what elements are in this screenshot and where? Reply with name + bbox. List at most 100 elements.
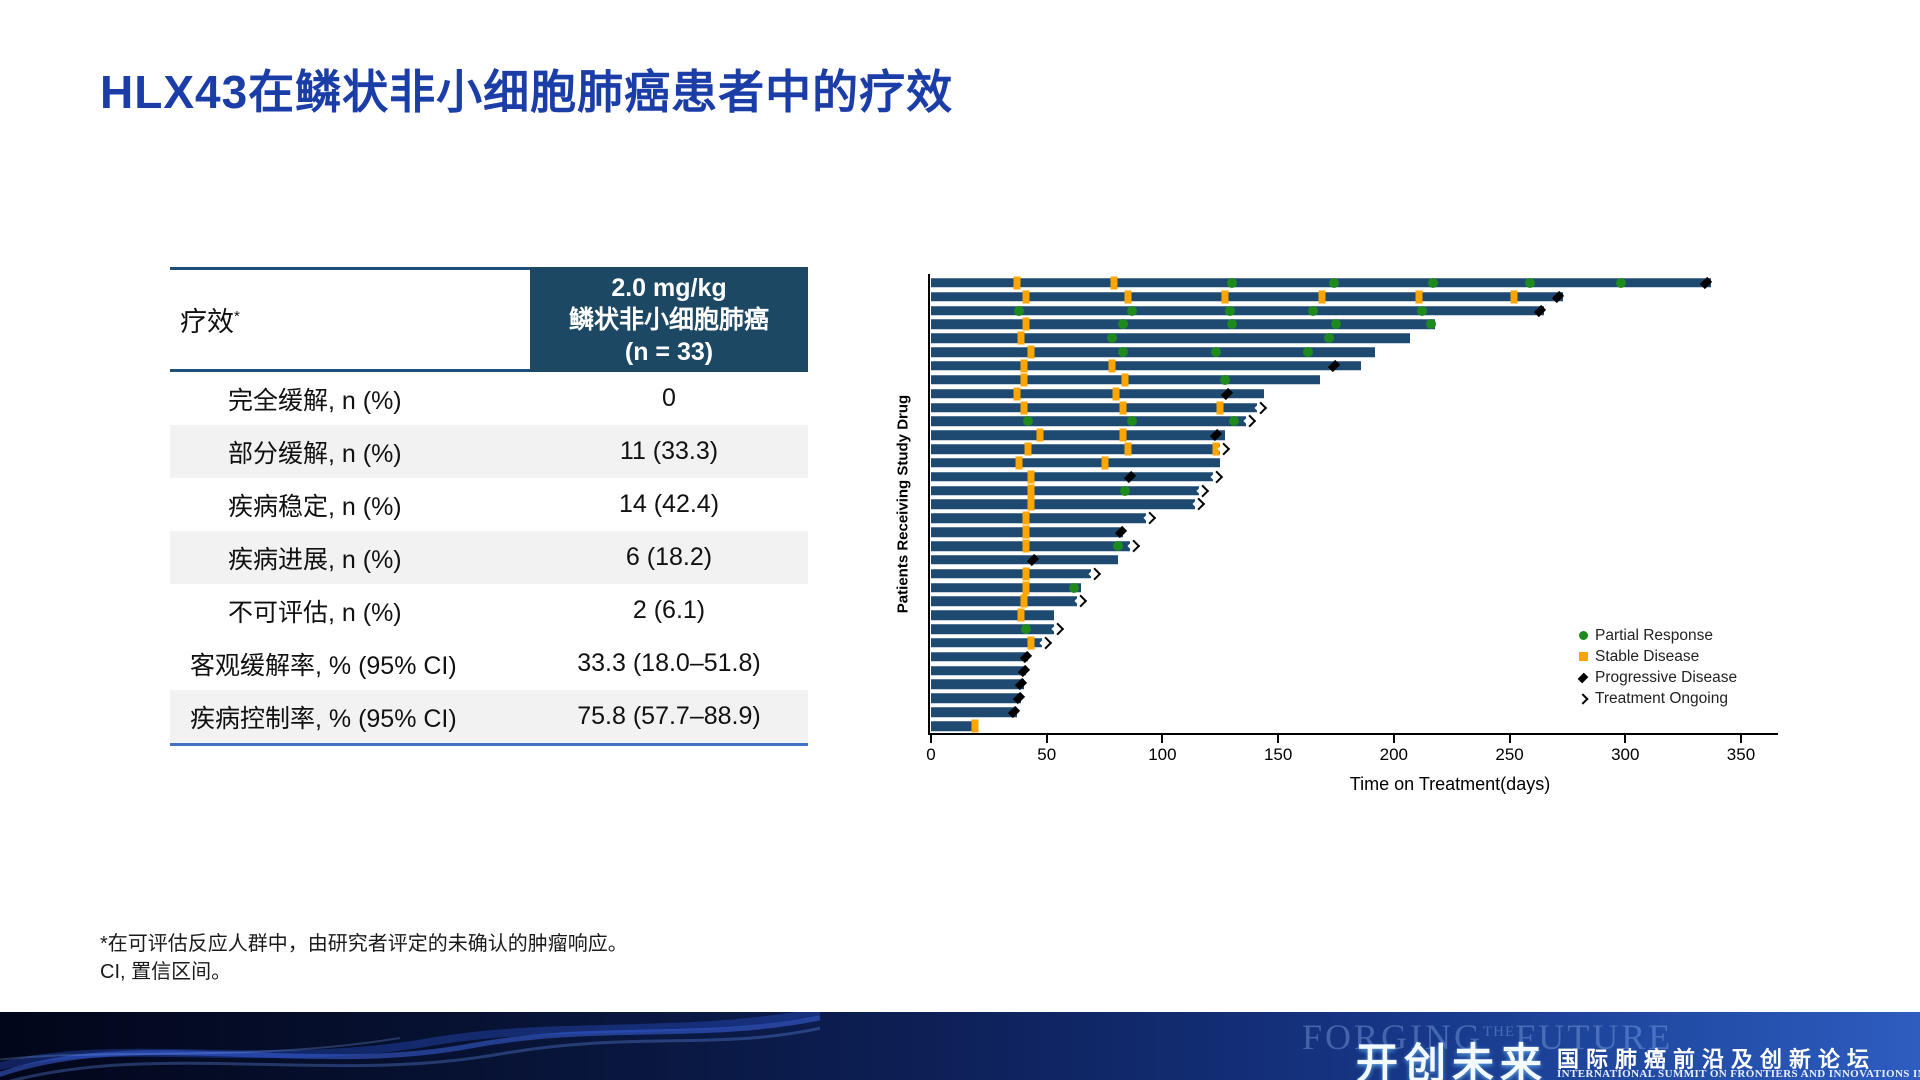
- stable-disease-marker: [1112, 387, 1120, 401]
- table-header-dose-group: 2.0 mg/kg 鳞状非小细胞肺癌 (n = 33): [530, 267, 808, 372]
- forging-the-future-watermark: FORGINGTHEFUTURE: [1302, 1017, 1674, 1057]
- stable-disease-marker: [1022, 317, 1030, 331]
- treatment-duration-bar: [931, 679, 1024, 690]
- footnotes: *在可评估反应人群中，由研究者评定的未确认的肿瘤响应。 CI, 置信区间。: [100, 930, 628, 986]
- stable-disease-marker: [1022, 581, 1030, 595]
- stable-disease-marker: [1216, 401, 1224, 415]
- row-label: 不可评估, n (%): [228, 598, 402, 627]
- x-axis-tick-label: 150: [1263, 745, 1293, 764]
- row-label: 客观缓解率, % (95% CI): [190, 651, 457, 680]
- x-axis-tick-label: 350: [1726, 745, 1756, 764]
- partial-response-marker: [1120, 485, 1131, 496]
- patient-bar-row: [931, 691, 1778, 705]
- treatment-duration-bar: [931, 416, 1246, 427]
- table-header-row: 疗效* 2.0 mg/kg 鳞状非小细胞肺癌 (n = 33): [170, 267, 808, 372]
- legend-item-treatment-ongoing: Treatment Ongoing: [1576, 688, 1737, 709]
- summit-name-english: INTERNATIONAL SUMMIT ON FRONTIERS AND IN…: [1557, 1068, 1920, 1080]
- stable-disease-marker: [1022, 567, 1030, 581]
- x-axis-tick: [930, 735, 932, 743]
- stable-disease-marker: [1121, 373, 1129, 387]
- summit-name-chinese: 国际肺癌前沿及创新论坛: [1557, 1047, 1877, 1072]
- legend-item-progressive-disease: Progressive Disease: [1576, 667, 1737, 688]
- treatment-duration-bar: [931, 610, 1054, 620]
- table-row: 完全缓解, n (%) 0: [170, 372, 808, 425]
- partial-response-marker: [1118, 319, 1129, 330]
- x-axis-line: [928, 733, 1778, 735]
- table-row: 疾病控制率, % (95% CI) 75.8 (57.7–88.9): [170, 690, 808, 746]
- x-axis-tick: [1277, 735, 1280, 743]
- partial-response-marker: [1013, 305, 1024, 316]
- row-label: 疾病稳定, n (%): [228, 492, 402, 521]
- stable-disease-marker: [1024, 442, 1032, 456]
- patient-bar-row: [931, 345, 1778, 359]
- partial-response-marker: [1303, 347, 1314, 358]
- y-axis-label: Patients Receiving Study Drug: [894, 394, 912, 614]
- row-value: 14 (42.4): [618, 490, 720, 518]
- stable-disease-marker: [1022, 290, 1030, 304]
- partial-response-marker: [1226, 277, 1237, 288]
- patient-bar-row: [931, 304, 1778, 318]
- stable-disease-marker: [1108, 359, 1115, 373]
- stable-disease-marker: [1027, 484, 1034, 498]
- stable-disease-marker: [1119, 401, 1127, 415]
- treatment-ongoing-icon: [1576, 692, 1590, 705]
- footnote-line: *在可评估反应人群中，由研究者评定的未确认的肿瘤响应。: [100, 933, 628, 955]
- treatment-duration-bar: [931, 347, 1376, 357]
- footnote-marker: *: [234, 308, 240, 325]
- patient-bar-row: [931, 456, 1778, 470]
- patient-bar-row: [931, 622, 1778, 636]
- partial-response-marker: [1106, 333, 1117, 344]
- efficacy-table: 疗效* 2.0 mg/kg 鳞状非小细胞肺癌 (n = 33) 完全缓解, n …: [170, 267, 808, 746]
- partial-response-marker: [1525, 277, 1536, 288]
- stable-disease-marker: [1124, 442, 1132, 456]
- patient-bar-row: [931, 678, 1778, 692]
- patient-bar-row: [931, 567, 1778, 581]
- treatment-duration-bar: [931, 596, 1077, 607]
- patient-bar-row: [931, 387, 1778, 401]
- stable-disease-marker: [1415, 290, 1423, 304]
- stable-disease-marker: [1119, 428, 1127, 442]
- treatment-duration-bar: [931, 582, 1082, 593]
- patient-bar-row: [931, 636, 1778, 650]
- row-value: 75.8 (57.7–88.9): [577, 702, 761, 730]
- wave-decoration: [0, 1012, 820, 1080]
- row-value: 2 (6.1): [632, 596, 706, 624]
- partial-response-marker: [1127, 416, 1138, 427]
- patient-bar-row: [931, 719, 1778, 733]
- patient-bar-row: [931, 553, 1778, 567]
- patient-bar-row: [931, 484, 1778, 498]
- stable-disease-marker: [1110, 276, 1118, 290]
- treatment-duration-bar: [931, 305, 1545, 316]
- treatment-duration-bar: [931, 361, 1362, 371]
- patient-bar-row: [931, 497, 1778, 512]
- page-title: HLX43在鳞状非小细胞肺癌患者中的疗效: [100, 66, 954, 118]
- patient-bar-row: [931, 331, 1778, 345]
- treatment-duration-bar: [931, 624, 1054, 634]
- table-row: 疾病稳定, n (%) 14 (42.4): [170, 478, 808, 531]
- y-axis-line: [928, 274, 930, 735]
- treatment-duration-bar: [931, 485, 1200, 496]
- partial-response-marker: [1224, 305, 1235, 316]
- partial-response-marker: [1210, 347, 1221, 358]
- partial-response-marker: [1330, 319, 1341, 330]
- stable-disease-marker: [1020, 401, 1028, 415]
- stable-disease-marker: [1020, 594, 1028, 608]
- treatment-duration-bar: [931, 707, 1017, 717]
- x-axis-tick-label: 300: [1611, 745, 1640, 764]
- treatment-duration-bar: [931, 555, 1119, 565]
- row-label: 完全缓解, n (%): [228, 386, 402, 415]
- partial-response-marker: [1229, 416, 1240, 427]
- patient-bar-row: [931, 373, 1778, 387]
- x-axis-tick: [1508, 735, 1511, 743]
- treatment-duration-bar: [931, 652, 1029, 662]
- patient-bar-row: [931, 608, 1778, 622]
- partial-response-marker: [1324, 333, 1335, 344]
- stable-disease-marker: [1101, 456, 1109, 470]
- row-label: 部分缓解, n (%): [228, 439, 402, 468]
- treatment-duration-bar: [931, 541, 1131, 551]
- treatment-duration-bar: [931, 721, 978, 731]
- patient-bar-row: [931, 539, 1778, 553]
- footer-band: [0, 1012, 1920, 1080]
- partial-response-marker: [1127, 305, 1138, 316]
- treatment-duration-bar: [931, 693, 1022, 704]
